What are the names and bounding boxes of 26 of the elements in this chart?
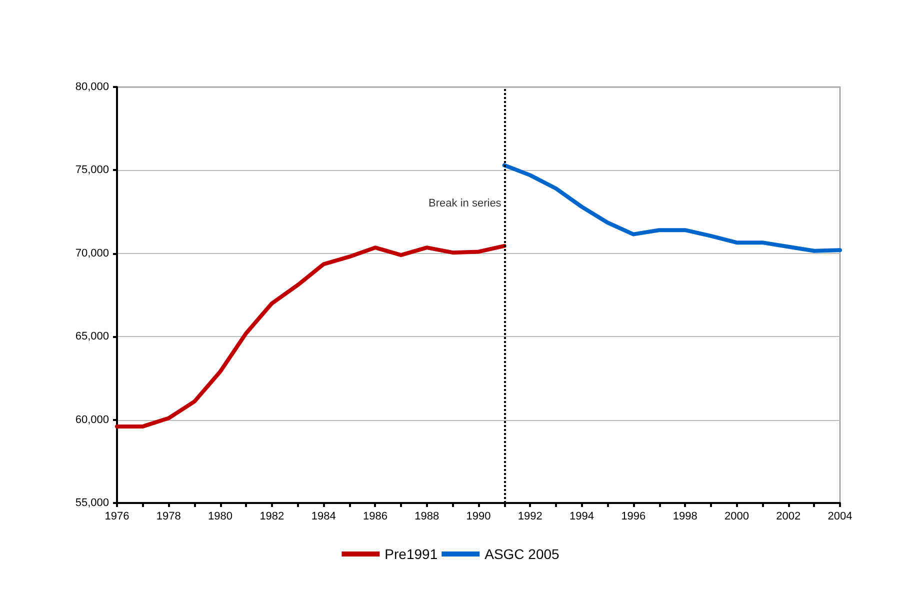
x-tick-label: 1980	[208, 510, 233, 522]
line-series	[115, 244, 506, 428]
x-tick-label: 1978	[156, 510, 181, 522]
y-tick-label: 55,000	[75, 497, 109, 509]
x-tick-label: 2002	[776, 510, 801, 522]
y-tick-label: 65,000	[75, 330, 109, 343]
y-tick-label: 60,000	[75, 414, 109, 426]
x-tick-label: 1996	[621, 510, 646, 522]
x-tick-label: 1986	[362, 510, 388, 522]
y-tick-label: 70,000	[75, 247, 109, 260]
y-tick-label: 75,000	[75, 164, 109, 176]
x-tick-label: 1998	[672, 510, 698, 522]
ref-line-label: Break in series	[428, 197, 502, 210]
x-tick-label: 1976	[104, 510, 130, 522]
x-tick-label: 1988	[414, 510, 440, 522]
x-tick-label: 1984	[311, 510, 336, 522]
x-tick-label: 1994	[570, 510, 594, 522]
y-tick-label: 80,000	[75, 81, 109, 93]
x-tick-label: 2000	[724, 510, 749, 522]
legend-label: Pre1991	[384, 546, 438, 562]
x-tick-label: 1990	[466, 510, 491, 522]
line-series	[502, 163, 842, 253]
legend-label: ASGC 2005	[484, 546, 560, 562]
x-tick-label: 1982	[260, 510, 284, 522]
x-tick-label: 2004	[828, 510, 852, 522]
x-tick-label: 1992	[518, 510, 542, 522]
